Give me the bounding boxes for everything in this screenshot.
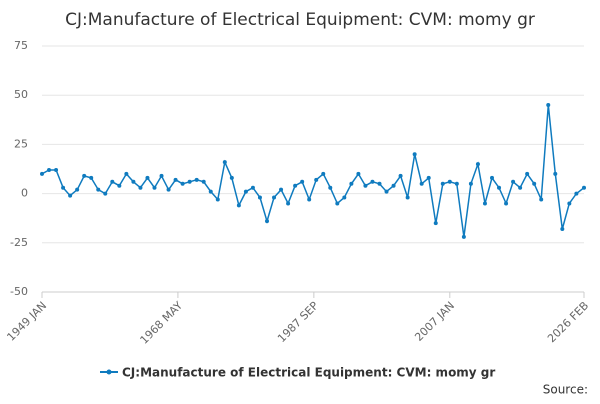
point <box>314 177 319 182</box>
point <box>490 175 495 180</box>
point <box>257 195 262 200</box>
point <box>75 187 80 192</box>
point <box>117 183 122 188</box>
y-tick-label: -25 <box>10 236 28 249</box>
point <box>440 181 445 186</box>
y-tick-label: 25 <box>14 137 28 150</box>
x-tick-label: 2026 FEB <box>545 299 591 345</box>
point <box>574 191 579 196</box>
point <box>40 171 44 176</box>
point <box>293 183 298 188</box>
point <box>180 181 185 186</box>
x-tick-label: 2007 JAN <box>412 299 457 344</box>
point <box>377 181 382 186</box>
point <box>560 227 565 232</box>
point <box>54 167 59 172</box>
point <box>398 173 403 178</box>
point <box>208 189 213 194</box>
point <box>363 183 368 188</box>
point <box>328 185 333 190</box>
point <box>236 203 241 208</box>
point <box>286 201 291 206</box>
x-tick-label: 1968 MAY <box>138 299 186 347</box>
point <box>307 197 312 202</box>
point <box>265 219 270 224</box>
point <box>539 197 544 202</box>
point <box>222 160 227 165</box>
series-line <box>41 104 585 237</box>
point <box>553 171 558 176</box>
point <box>47 167 52 172</box>
legend-marker <box>106 369 112 375</box>
point <box>68 193 73 198</box>
point <box>405 195 410 200</box>
point <box>166 187 171 192</box>
point <box>461 234 466 239</box>
point <box>173 177 178 182</box>
point <box>272 195 277 200</box>
point <box>159 173 164 178</box>
point <box>433 221 438 226</box>
point <box>243 189 248 194</box>
point <box>482 201 487 206</box>
point <box>103 191 108 196</box>
y-tick-label: -50 <box>10 285 28 298</box>
point <box>384 189 389 194</box>
point <box>335 201 340 206</box>
point <box>582 185 586 190</box>
point <box>110 179 115 184</box>
legend-label: CJ:Manufacture of Electrical Equipment: … <box>122 366 495 380</box>
point <box>187 179 192 184</box>
point <box>215 197 220 202</box>
point <box>426 175 431 180</box>
point <box>454 181 459 186</box>
point <box>419 181 424 186</box>
point <box>145 175 150 180</box>
point <box>468 181 473 186</box>
point <box>567 201 572 206</box>
point <box>96 187 101 192</box>
point <box>412 152 417 157</box>
point <box>89 175 94 180</box>
point <box>518 185 523 190</box>
y-tick-label: 0 <box>21 187 28 200</box>
point <box>349 181 354 186</box>
point <box>194 177 199 182</box>
point <box>497 185 502 190</box>
point <box>321 171 326 176</box>
point <box>391 183 396 188</box>
point <box>356 171 361 176</box>
point <box>475 162 480 167</box>
point <box>250 185 255 190</box>
x-tick-label: 1949 JAN <box>4 299 49 344</box>
point <box>131 179 136 184</box>
y-tick-label: 75 <box>14 39 28 52</box>
point <box>229 175 234 180</box>
point <box>201 179 206 184</box>
point <box>82 173 87 178</box>
point <box>124 171 129 176</box>
point <box>300 179 305 184</box>
source: Source: <box>543 383 588 397</box>
point <box>279 187 284 192</box>
point <box>447 179 452 184</box>
point <box>152 185 157 190</box>
point <box>532 181 537 186</box>
point <box>511 179 516 184</box>
point <box>504 201 509 206</box>
chart-title: CJ:Manufacture of Electrical Equipment: … <box>65 10 535 30</box>
point <box>138 185 143 190</box>
point <box>525 171 530 176</box>
point <box>370 179 375 184</box>
point <box>546 103 551 108</box>
y-tick-label: 50 <box>14 88 28 101</box>
point <box>342 195 347 200</box>
x-tick-label: 1987 SEP <box>275 299 321 345</box>
point <box>61 185 66 190</box>
